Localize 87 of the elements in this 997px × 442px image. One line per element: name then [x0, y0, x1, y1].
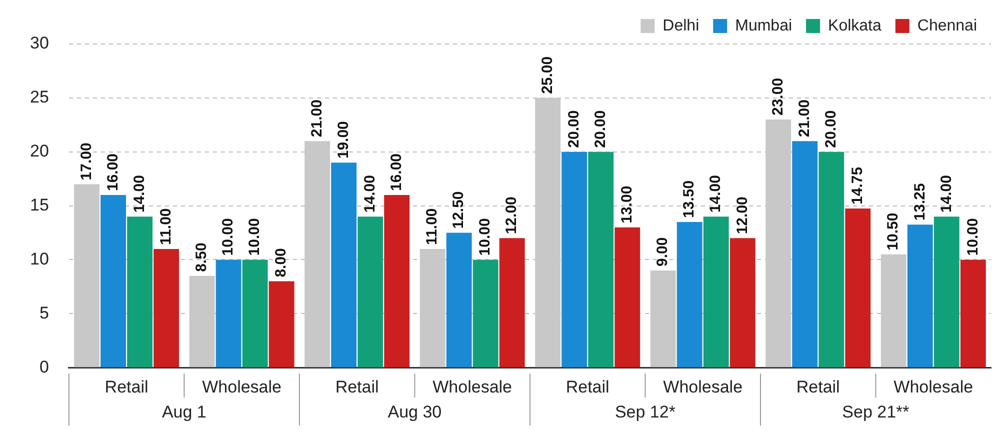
data-label: 13.50 [680, 180, 698, 218]
data-label: 8.50 [193, 242, 210, 272]
bar [420, 248, 446, 368]
legend-label: Kolkata [828, 17, 882, 34]
data-label: 21.00 [308, 100, 326, 138]
bar [216, 260, 242, 368]
data-label: 10.50 [884, 212, 902, 250]
data-label: 11.00 [424, 208, 441, 245]
bar [154, 248, 180, 368]
y-tick-label: 0 [39, 357, 49, 376]
data-label: 20.00 [565, 110, 582, 148]
bar [127, 216, 153, 368]
data-label: 13.00 [618, 186, 636, 224]
data-label: 19.00 [334, 121, 352, 159]
bar [472, 260, 498, 368]
bar [960, 260, 986, 368]
data-label: 8.00 [272, 248, 290, 278]
data-label: 21.00 [796, 100, 813, 138]
data-label: 23.00 [769, 78, 786, 116]
bar [242, 260, 268, 368]
data-label: 17.00 [78, 142, 95, 180]
legend-label: Mumbai [735, 17, 792, 34]
bar [650, 270, 676, 368]
y-tick-label: 20 [30, 142, 49, 161]
bar [907, 224, 933, 368]
x-tick-label: Retail [104, 377, 148, 396]
bar [499, 238, 525, 368]
bar [331, 162, 357, 368]
bar [845, 208, 871, 368]
x-tick-label: Wholesale [663, 377, 743, 396]
y-tick-label: 5 [39, 303, 49, 322]
y-tick-label: 30 [30, 34, 49, 53]
text: Aug 30 [388, 402, 442, 422]
bar [614, 227, 640, 368]
data-label: 10.00 [246, 218, 264, 256]
x-tick-label: Wholesale [202, 377, 282, 396]
data-label: 12.50 [450, 191, 468, 229]
data-label: 14.00 [130, 175, 148, 213]
text: Sep 21** [842, 402, 910, 422]
bar [100, 195, 126, 368]
data-label: 14.00 [938, 175, 955, 213]
bar [676, 222, 702, 368]
data-label: 12.00 [503, 196, 520, 234]
data-label: 10.00 [964, 218, 982, 256]
bar [358, 216, 384, 368]
data-label: 16.00 [388, 153, 405, 192]
bar [189, 276, 215, 368]
data-label: 10.00 [220, 218, 237, 256]
data-label: 10.00 [476, 218, 494, 256]
x-tick-label: Retail [566, 377, 610, 396]
bar [934, 216, 960, 368]
bar [880, 254, 906, 368]
y-tick-label: 25 [30, 88, 49, 107]
bar [588, 152, 614, 368]
data-label: 20.00 [822, 110, 840, 148]
bar [792, 141, 818, 368]
legend-label: Delhi [662, 17, 700, 34]
data-label: 11.00 [157, 208, 174, 245]
bar [703, 216, 729, 368]
x-tick-label: Retail [335, 377, 379, 396]
y-tick-label: 15 [30, 195, 49, 214]
data-label: 14.00 [361, 175, 378, 213]
data-label: 14.75 [849, 166, 866, 204]
x-tick-label: Retail [796, 377, 840, 396]
x-tick-label: Wholesale [432, 377, 512, 396]
x-tick-label: Wholesale [894, 377, 974, 396]
text: Sep 12* [614, 402, 676, 422]
bar [446, 232, 472, 368]
bar [562, 152, 588, 368]
y-tick-label: 10 [30, 249, 49, 268]
bar [535, 98, 561, 368]
bar [304, 141, 330, 368]
data-label: 13.25 [911, 183, 928, 221]
legend-label: Chennai [917, 17, 978, 34]
data-label: 25.00 [538, 56, 556, 94]
data-label: 12.00 [734, 196, 751, 234]
text: Aug 1 [162, 402, 206, 422]
bar [268, 281, 294, 368]
data-label: 16.00 [104, 153, 122, 192]
bar [766, 120, 792, 368]
bar [74, 184, 100, 368]
data-label: 14.00 [707, 175, 724, 213]
bar [730, 238, 756, 368]
bar [384, 195, 410, 368]
data-label: 9.00 [654, 237, 672, 267]
bar [818, 152, 844, 368]
data-label: 20.00 [592, 110, 609, 148]
